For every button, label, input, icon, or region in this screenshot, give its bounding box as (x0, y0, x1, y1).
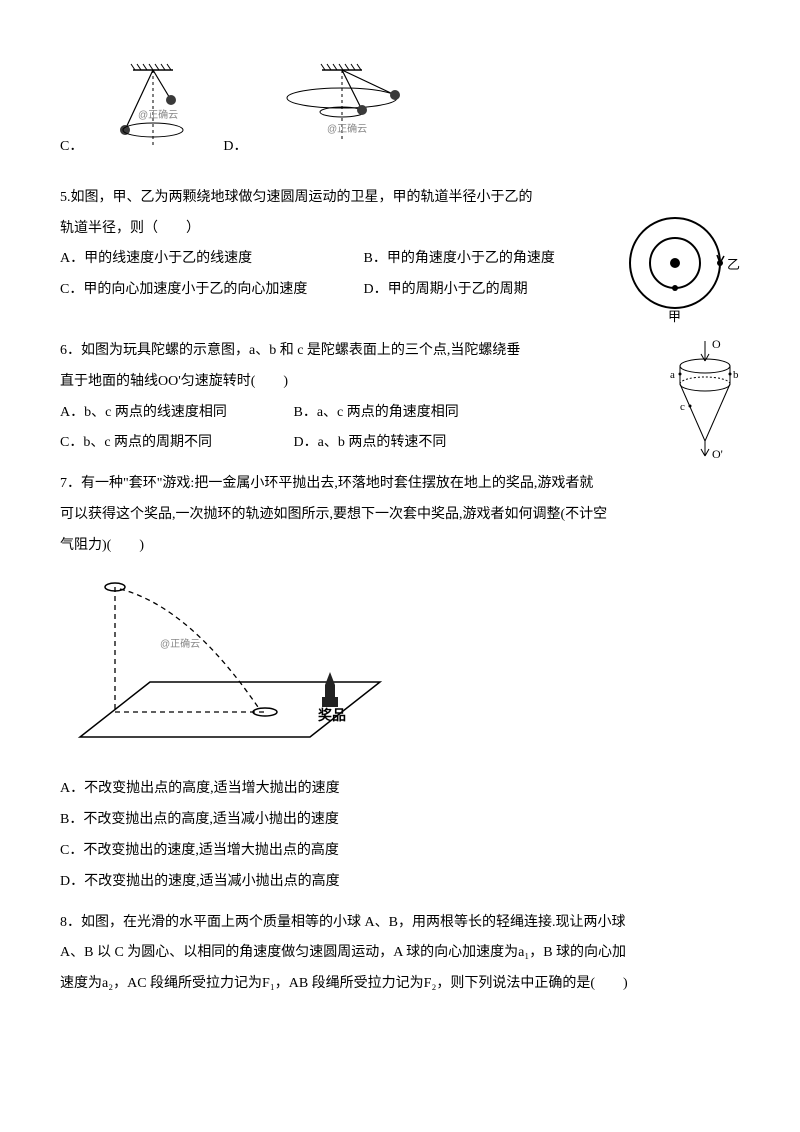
q6-opt-c: C．b、c 两点的周期不同 (60, 428, 290, 459)
watermark-text: @正确云 (327, 122, 367, 135)
q6-label-c: c (680, 401, 685, 413)
q6-label-Op: O' (712, 447, 723, 461)
q7-opt-b: B．不改变抛出点的高度,适当减小抛出的速度 (60, 805, 740, 836)
q4-fig-d: @正确云 (267, 60, 417, 163)
q8-stem-2: A、B 以 C 为圆心、以相同的角速度做匀速圆周运动，A 球的向心加速度为a₁，… (60, 938, 740, 969)
q6-opt-d: D．a、b 两点的转速不同 (294, 435, 447, 450)
q6-label-b: b (733, 369, 739, 381)
q5-opt-d: D．甲的周期小于乙的周期 (364, 282, 528, 297)
q4-figures: C． @正确云 D． (60, 60, 740, 163)
q7-figure: 奖品 @正确云 (60, 567, 740, 770)
q6-label-O: O (712, 337, 721, 351)
q5-opt-a: A．甲的线速度小于乙的线速度 (60, 244, 360, 275)
q7-opt-d: D．不改变抛出的速度,适当减小抛出点的高度 (60, 867, 740, 898)
q8-stem-3: 速度为a₂，AC 段绳所受拉力记为F₁，AB 段绳所受拉力记为F₂，则下列说法中… (60, 969, 740, 1000)
q7: 7．有一种"套环"游戏:把一金属小环平抛出去,环落地时套住摆放在地上的奖品,游戏… (60, 469, 740, 897)
q7-stem-3: 气阻力)( ) (60, 531, 740, 562)
q8: 8．如图，在光滑的水平面上两个质量相等的小球 A、B，用两根等长的轻绳连接.现让… (60, 908, 740, 1000)
q4-opt-c-label: C． (60, 132, 83, 163)
q7-stem-1: 7．有一种"套环"游戏:把一金属小环平抛出去,环落地时套住摆放在地上的奖品,游戏… (60, 469, 740, 500)
q7-opt-c: C．不改变抛出的速度,适当增大抛出点的高度 (60, 836, 740, 867)
q6-stem-2: 直于地面的轴线OO'匀速旋转时( ) (60, 367, 740, 398)
q6-opt-a: A．b、c 两点的线速度相同 (60, 398, 290, 429)
q6-opt-b: B．a、c 两点的角速度相同 (294, 405, 459, 420)
q8-stem-1: 8．如图，在光滑的水平面上两个质量相等的小球 A、B，用两根等长的轻绳连接.现让… (60, 908, 740, 939)
q5-opt-c: C．甲的向心加速度小于乙的向心加速度 (60, 275, 360, 306)
q6: 6．如图为玩具陀螺的示意图，a、b 和 c 是陀螺表面上的三个点,当陀螺绕垂 直… (60, 336, 740, 459)
q5-opt-b: B．甲的角速度小于乙的角速度 (364, 251, 555, 266)
q6-stem-1: 6．如图为玩具陀螺的示意图，a、b 和 c 是陀螺表面上的三个点,当陀螺绕垂 (60, 336, 740, 367)
watermark-text: @正确云 (160, 637, 200, 650)
q6-figure: O a b c O' (660, 336, 750, 479)
q5-label-jia: 甲 (668, 309, 681, 323)
q7-prize-label: 奖品 (318, 707, 346, 724)
q6-label-a: a (670, 369, 675, 381)
q4-fig-c: @正确云 (103, 60, 203, 163)
watermark-text: @正确云 (138, 108, 178, 121)
q5-label-yi: 乙 (727, 257, 740, 272)
q4-opt-d-label: D． (223, 132, 247, 163)
q7-stem-2: 可以获得这个奖品,一次抛环的轨迹如图所示,要想下一次套中奖品,游戏者如何调整(不… (60, 500, 740, 531)
q7-opt-a: A．不改变抛出点的高度,适当增大抛出的速度 (60, 774, 740, 805)
q5: 5.如图，甲、乙为两颗绕地球做匀速圆周运动的卫星，甲的轨道半径小于乙的 轨道半径… (60, 183, 740, 306)
q5-figure: 乙 甲 (620, 203, 740, 336)
